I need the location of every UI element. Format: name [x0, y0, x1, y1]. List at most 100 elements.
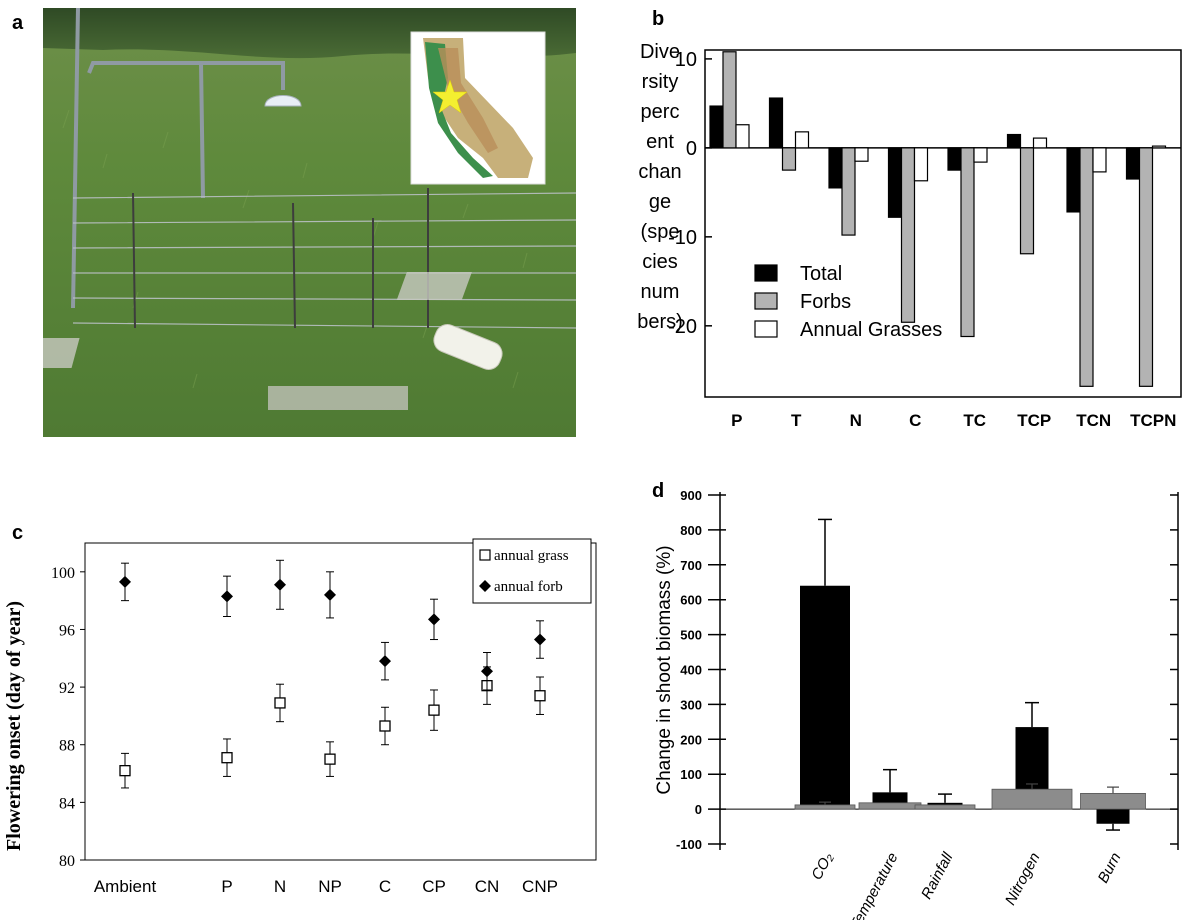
- chart-b-legend-swatch-forbs: [754, 292, 778, 310]
- bar-total-tcp: [1006, 133, 1022, 149]
- point-annual-forb-p: [221, 575, 233, 617]
- bar-annual-grasses-tc: [973, 147, 988, 163]
- chart-b-x-label-tcn: TCN: [1076, 411, 1111, 430]
- bar-total-c: [887, 147, 903, 218]
- chart-d-ytick-label: 800: [680, 523, 702, 538]
- chart-c-x-label-np: NP: [318, 877, 342, 896]
- chart-c-x-label-n: N: [274, 877, 286, 896]
- chart-c-plot-frame: [84, 542, 597, 861]
- point-annual-grass-p: [221, 738, 233, 777]
- bar-forbs-tcn: [1079, 147, 1094, 387]
- chart-c-ytick-label: 84: [59, 795, 75, 812]
- point-annual-grass-np: [324, 741, 336, 777]
- bar-forbs-tcpn: [1138, 147, 1154, 387]
- bar-annual-grasses-n: [854, 147, 869, 162]
- bar-forbs-tcp: [1019, 147, 1035, 255]
- chart-b-x-label-p: P: [731, 411, 742, 430]
- chart-b-legend-label-forbs: Forbs: [800, 291, 851, 313]
- bar-forbs-p: [722, 51, 737, 149]
- chart-b-ytick-label: -20: [668, 316, 697, 338]
- chart-d-x-label-nitrogen: Nitrogen: [1002, 850, 1044, 908]
- point-annual-forb-n: [274, 559, 286, 610]
- chart-c-ytick-label: 96: [59, 622, 75, 639]
- bar-black-co: [800, 518, 850, 810]
- chart-b-legend-label-annual-grasses: Annual Grasses: [800, 319, 942, 341]
- panel-label-d: d: [652, 480, 665, 502]
- chart-d-ytick-label: -100: [676, 837, 702, 852]
- bar-forbs-c: [900, 147, 916, 323]
- chart-d-ytick-label: 300: [680, 697, 702, 712]
- chart-d-ytick-label: 600: [680, 593, 702, 608]
- panel-label-a: a: [12, 12, 24, 34]
- bar-grey-co: [794, 801, 856, 810]
- point-annual-forb-cnp: [534, 620, 546, 659]
- bar-grey-burn: [1080, 786, 1146, 810]
- legend-label-annual-grass: annual grass: [494, 548, 569, 564]
- field-site-photo: [43, 8, 576, 437]
- chart-c-flowering-onset: 80 84 88 92 96 100 Ambient P N NP C CP CN CNP Flower…: [3, 538, 597, 896]
- chart-d-ytick-label: 500: [680, 628, 702, 643]
- chart-b-legend-label-total: Total: [800, 263, 842, 285]
- chart-d-ytick-label: 700: [680, 558, 702, 573]
- chart-c-x-label-cn: CN: [475, 877, 500, 896]
- bar-grey-nitrogen: [991, 783, 1073, 810]
- chart-d-ytick-label: 400: [680, 663, 702, 678]
- bar-annual-grasses-tcn: [1092, 147, 1107, 173]
- chart-b-x-label-tcpn: TCPN: [1130, 411, 1176, 430]
- point-annual-forb-cp: [428, 598, 440, 641]
- chart-b-y-axis-title-line: bers): [637, 311, 683, 333]
- chart-b-diversity: 10 0 -10 -20 P T N C TC TCP TCN TCPN Dive rsity perc…: [637, 41, 1182, 430]
- chart-d-x-label-temperature: Temperature: [847, 850, 902, 920]
- chart-b-y-axis-title-line: perc: [641, 101, 680, 123]
- chart-d-x-label-burn: Burn: [1095, 850, 1125, 886]
- point-annual-grass-cnp: [534, 676, 546, 715]
- bar-total-tcpn: [1125, 147, 1141, 180]
- chart-d-ytick-label: 900: [680, 488, 702, 503]
- chart-d-x-label-rainfall: Rainfall: [918, 849, 957, 902]
- bar-forbs-n: [841, 147, 856, 236]
- chart-b-legend-swatch-annual-grasses: [754, 320, 778, 338]
- point-annual-forb-ambient: [119, 562, 131, 602]
- bar-annual-grasses-c: [913, 147, 929, 182]
- bar-total-p: [709, 105, 724, 149]
- bar-annual-grasses-t: [794, 131, 810, 149]
- point-annual-grass-n: [274, 683, 286, 723]
- panel-label-c: c: [12, 522, 24, 544]
- chart-d-ytick-label: 0: [695, 802, 702, 817]
- point-annual-forb-np: [324, 571, 336, 619]
- chart-b-x-label-c: C: [909, 411, 921, 430]
- chart-c-x-label-cnp: CNP: [522, 877, 558, 896]
- chart-b-y-axis-title-line: cies: [642, 251, 678, 273]
- bar-total-t: [768, 97, 784, 149]
- bar-annual-grasses-tcp: [1032, 137, 1048, 149]
- chart-c-ytick-label: 92: [59, 680, 75, 697]
- bar-grey-rainfall: [914, 804, 976, 810]
- bar-forbs-tc: [960, 147, 975, 338]
- chart-b-y-axis-title-line: num: [641, 281, 680, 303]
- bar-grey-temperature: [858, 802, 922, 810]
- bar-annual-grasses-p: [735, 124, 750, 149]
- chart-b-ytick-label: 0: [686, 138, 697, 160]
- bar-total-tc: [947, 147, 962, 171]
- chart-b-x-label-n: N: [850, 411, 862, 430]
- chart-b-x-label-tc: TC: [963, 411, 986, 430]
- chart-c-legend-frame: [472, 538, 592, 604]
- point-annual-grass-c: [379, 706, 391, 746]
- chart-c-x-label-c: C: [379, 877, 391, 896]
- chart-d-shoot-biomass: 900 800 700 600 500 400 300 200 100 0 -100 CO₂ Temp…: [654, 488, 1179, 920]
- chart-b-plot-frame: [704, 49, 1182, 398]
- point-annual-forb-c: [379, 641, 391, 681]
- point-annual-grass-ambient: [119, 752, 131, 789]
- chart-b-y-axis-title-line: Dive: [640, 41, 680, 63]
- bar-annual-grasses-tcpn: [1151, 145, 1167, 149]
- chart-c-x-label-cp: CP: [422, 877, 446, 896]
- chart-d-y-axis-title: Change in shoot biomass (%): [654, 545, 675, 794]
- chart-c-ytick-label: 88: [59, 738, 75, 755]
- chart-b-y-axis-title-line: ent: [646, 131, 674, 153]
- bar-total-n: [828, 147, 843, 189]
- legend-marker-annual-forb: [479, 580, 491, 592]
- bar-total-tcn: [1066, 147, 1081, 213]
- chart-b-x-label-tcp: TCP: [1017, 411, 1051, 430]
- chart-d-x-label-co: CO₂: [808, 850, 836, 883]
- chart-d-ytick-label: 200: [680, 732, 702, 747]
